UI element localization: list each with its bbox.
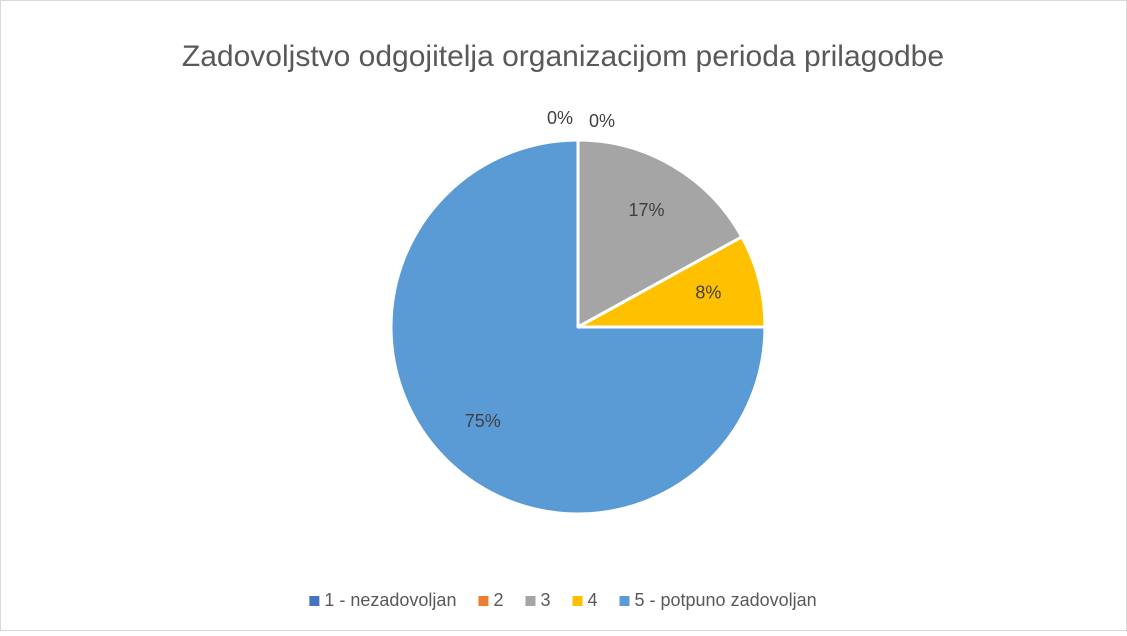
legend-swatch (525, 596, 536, 606)
legend-label: 2 (493, 590, 503, 610)
legend-label: 5 - potpuno zadovoljan (635, 590, 817, 610)
data-label: 8% (695, 282, 721, 302)
legend-label: 4 (587, 590, 597, 610)
data-label: 0% (589, 111, 615, 131)
legend-swatch (478, 596, 489, 606)
data-label: 75% (465, 411, 501, 431)
data-label: 17% (629, 200, 665, 220)
legend-label: 1 - nezadovoljan (324, 590, 456, 610)
legend-swatch (572, 596, 583, 606)
data-label: 0% (547, 108, 573, 128)
pie-slice (576, 138, 744, 329)
legend-swatch (619, 596, 630, 606)
legend-swatch (309, 596, 320, 606)
chart-title: Zadovoljstvo odgojitelja organizacijom p… (182, 40, 944, 73)
legend-label: 3 (540, 590, 550, 610)
pie-slice (576, 235, 767, 329)
pie-slice (389, 138, 767, 516)
